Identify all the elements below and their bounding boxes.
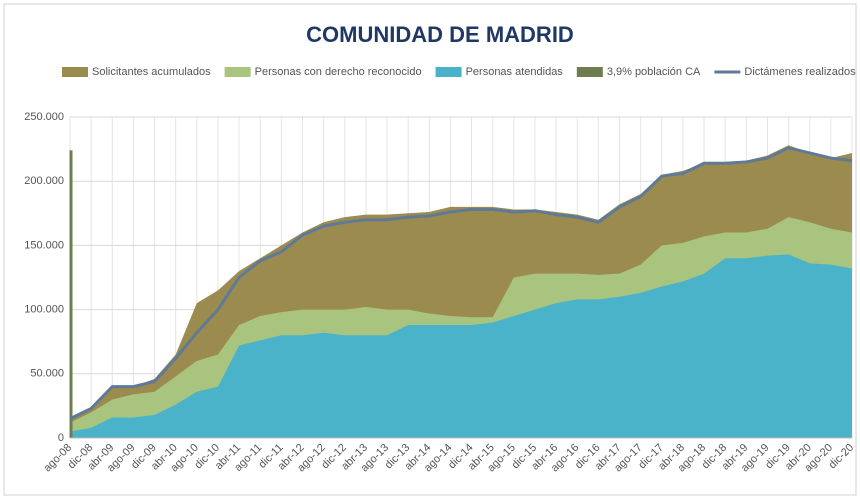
legend-swatch [62, 67, 88, 77]
y-tick-label: 50.000 [30, 368, 64, 380]
line [69, 146, 853, 421]
y-tick-label: 150.000 [24, 239, 64, 251]
y-tick-label: 250.000 [24, 111, 64, 123]
legend-swatch [435, 67, 462, 77]
y-tick-label: 0 [58, 432, 64, 444]
legend-label: 3,9% población CA [607, 66, 701, 78]
legend-label: Solicitantes acumulados [92, 66, 211, 78]
legend-swatch [224, 67, 251, 77]
legend-label: Personas con derecho reconocido [255, 66, 422, 78]
chart-title: COMUNIDAD DE MADRID [306, 22, 574, 47]
legend: Solicitantes acumulados Personas con dere… [62, 66, 856, 78]
area [70, 254, 852, 438]
y-tick-label: 200.000 [24, 175, 64, 187]
legend-swatch [576, 67, 603, 77]
legend-label: Dictámenes realizados [744, 66, 856, 78]
y-tick-label: 100.000 [24, 304, 64, 316]
legend-label: Personas atendidas [466, 66, 564, 78]
